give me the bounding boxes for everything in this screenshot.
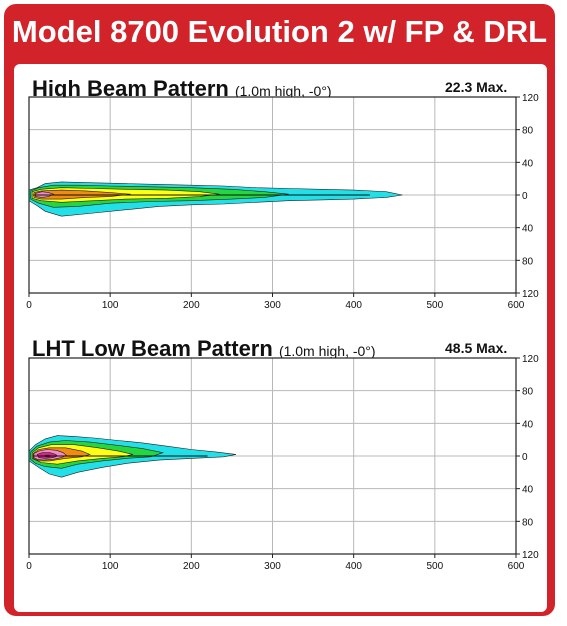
- x-tick-label: 300: [264, 300, 281, 311]
- x-tick-label: 500: [426, 561, 443, 572]
- x-tick-label: 100: [102, 300, 119, 311]
- chart-subtitle: (1.0m high, -0°): [234, 83, 332, 99]
- x-tick-label: 300: [264, 561, 281, 572]
- y-tick-label: 40: [522, 485, 534, 496]
- y-tick-label: 40: [522, 224, 534, 235]
- x-tick-label: 200: [183, 561, 200, 572]
- y-tick-label: 40: [522, 158, 534, 169]
- x-tick-label: 400: [345, 561, 362, 572]
- x-tick-label: 500: [426, 300, 443, 311]
- y-tick-label: 80: [522, 256, 534, 267]
- chart-title-low-beam: LHT Low Beam Pattern (1.0m high, -0°): [32, 336, 376, 362]
- y-tick-label: 80: [522, 387, 534, 398]
- page-title: Model 8700 Evolution 2 w/ FP & DRL: [11, 14, 548, 49]
- x-tick-label: 0: [26, 561, 32, 572]
- y-tick-label: 0: [522, 452, 528, 463]
- max-label-low-beam: 48.5 Max.: [445, 340, 508, 356]
- chart-subtitle: (1.0m high, -0°): [278, 343, 376, 359]
- y-tick-label: 80: [522, 126, 534, 137]
- max-label-high-beam: 22.3 Max.: [445, 79, 508, 95]
- x-tick-label: 600: [508, 561, 525, 572]
- x-tick-label: 600: [508, 300, 525, 311]
- x-tick-label: 100: [102, 561, 119, 572]
- y-tick-label: 120: [522, 289, 539, 300]
- y-tick-label: 120: [522, 93, 539, 104]
- x-tick-label: 200: [183, 300, 200, 311]
- y-tick-label: 80: [522, 517, 534, 528]
- y-tick-label: 40: [522, 419, 534, 430]
- chart-title-text: LHT Low Beam Pattern: [32, 336, 273, 361]
- y-tick-label: 120: [522, 354, 539, 365]
- x-tick-label: 400: [345, 300, 362, 311]
- x-tick-label: 0: [26, 300, 32, 311]
- y-tick-label: 120: [522, 550, 539, 561]
- y-tick-label: 0: [522, 191, 528, 202]
